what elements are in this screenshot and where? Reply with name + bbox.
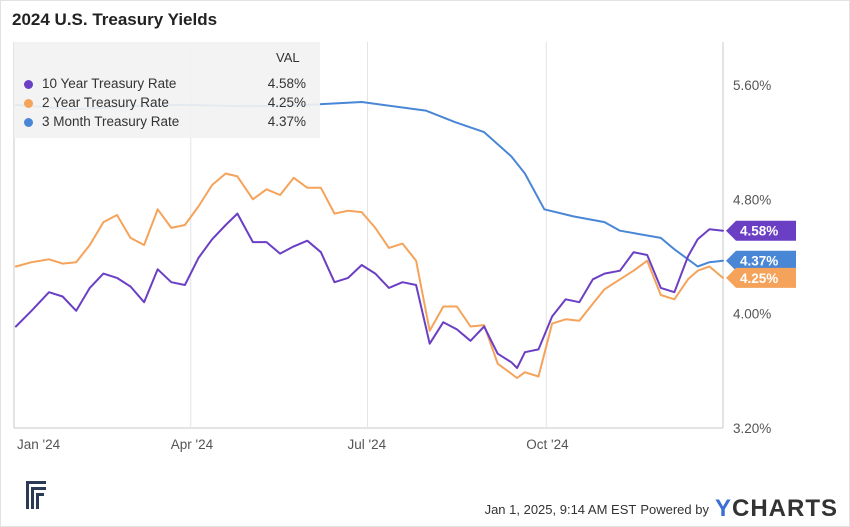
legend: VAL 10 Year Treasury Rate 4.58% 2 Year T… — [14, 42, 320, 138]
legend-item-value: 4.25% — [267, 95, 306, 110]
legend-item-label: 10 Year Treasury Rate — [42, 76, 177, 91]
end-tag-3-month-label: 4.37% — [740, 254, 778, 269]
ycharts-brand-y: Y — [714, 495, 732, 522]
series-10-year-line — [14, 212, 724, 369]
legend-dot-icon — [24, 118, 33, 127]
y-tick-label: 4.80% — [733, 192, 771, 207]
y-tick-label: 3.20% — [733, 421, 771, 436]
series-2-year-line — [14, 172, 724, 379]
legend-header: VAL — [276, 50, 300, 65]
legend-dot-icon — [24, 80, 33, 89]
ycharts-brand[interactable]: YCHARTS — [715, 495, 838, 523]
end-tag-2-year-bg — [726, 267, 796, 288]
end-tag-10-year-bg — [726, 220, 796, 241]
footer-timestamp: Jan 1, 2025, 9:14 AM EST — [484, 501, 637, 517]
footer-powered-by: Powered by — [640, 501, 709, 517]
footer: Jan 1, 2025, 9:14 AM EST Powered by YCHA… — [484, 495, 838, 523]
x-tick-label: Apr '24 — [171, 437, 214, 452]
end-tag-2-year-label: 4.25% — [740, 271, 778, 286]
legend-item-value: 4.58% — [267, 76, 306, 91]
y-tick-label: 5.60% — [733, 78, 771, 93]
end-tag-10-year-label: 4.58% — [740, 224, 778, 239]
ycharts-logo-icon — [26, 481, 46, 509]
legend-item-label: 3 Month Treasury Rate — [42, 114, 180, 129]
chart-title: 2024 U.S. Treasury Yields — [12, 10, 218, 29]
ycharts-brand-rest: CHARTS — [732, 495, 838, 522]
legend-dot-icon — [24, 99, 33, 108]
x-tick-label: Jan '24 — [17, 437, 61, 452]
legend-item-value: 4.37% — [267, 114, 306, 129]
x-tick-label: Jul '24 — [348, 437, 387, 452]
y-tick-label: 4.00% — [733, 307, 771, 322]
legend-item-label: 2 Year Treasury Rate — [42, 95, 169, 110]
end-tag-3-month-bg — [726, 250, 796, 271]
x-tick-label: Oct '24 — [526, 437, 569, 452]
